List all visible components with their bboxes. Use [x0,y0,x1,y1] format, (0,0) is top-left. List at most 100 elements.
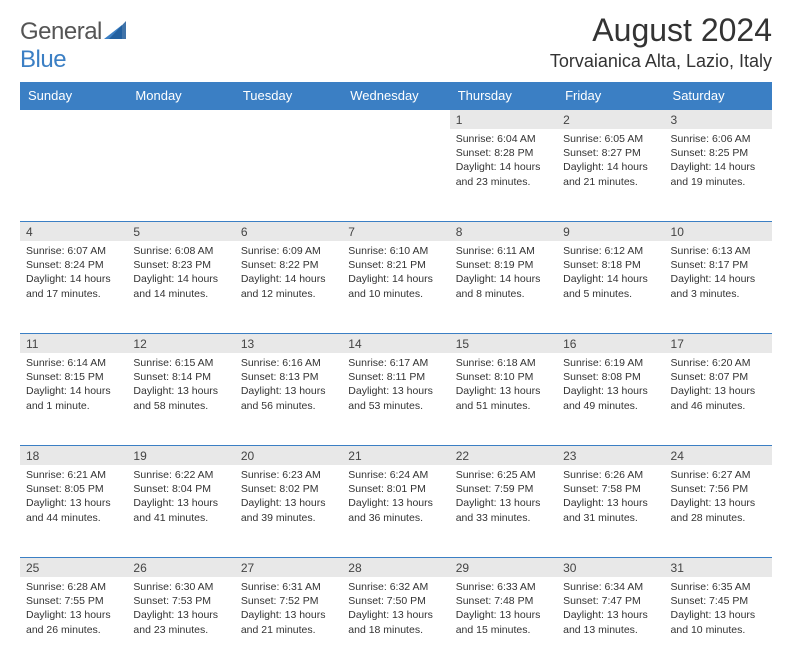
sunset-text: Sunset: 7:50 PM [348,594,443,608]
logo-text-blue: Blue [20,46,66,73]
sunset-text: Sunset: 8:10 PM [456,370,551,384]
day-number: 16 [557,333,664,353]
sunset-text: Sunset: 7:55 PM [26,594,121,608]
day-number: 13 [235,333,342,353]
sunset-text: Sunset: 8:25 PM [671,146,766,160]
day-cell: Sunrise: 6:04 AMSunset: 8:28 PMDaylight:… [450,129,557,221]
day-cell: Sunrise: 6:05 AMSunset: 8:27 PMDaylight:… [557,129,664,221]
day-number: 31 [665,557,772,577]
daylight-text: Daylight: 13 hours and 31 minutes. [563,496,658,524]
day-cell: Sunrise: 6:24 AMSunset: 8:01 PMDaylight:… [342,465,449,557]
sunset-text: Sunset: 8:14 PM [133,370,228,384]
day-number: 30 [557,557,664,577]
day-cell: Sunrise: 6:34 AMSunset: 7:47 PMDaylight:… [557,577,664,669]
sunrise-text: Sunrise: 6:27 AM [671,468,766,482]
daylight-text: Daylight: 13 hours and 41 minutes. [133,496,228,524]
day-details: Sunrise: 6:32 AMSunset: 7:50 PMDaylight:… [342,577,449,643]
daynum-row: 25262728293031 [20,557,772,577]
daylight-text: Daylight: 14 hours and 3 minutes. [671,272,766,300]
day-cell: Sunrise: 6:10 AMSunset: 8:21 PMDaylight:… [342,241,449,333]
day-number-cell: 3 [665,109,772,129]
sunrise-text: Sunrise: 6:09 AM [241,244,336,258]
sunrise-text: Sunrise: 6:33 AM [456,580,551,594]
day-number: 3 [665,109,772,129]
day-details: Sunrise: 6:13 AMSunset: 8:17 PMDaylight:… [665,241,772,307]
sunset-text: Sunset: 8:15 PM [26,370,121,384]
sunrise-text: Sunrise: 6:17 AM [348,356,443,370]
day-number-cell: 4 [20,221,127,241]
day-cell: Sunrise: 6:11 AMSunset: 8:19 PMDaylight:… [450,241,557,333]
day-cell: Sunrise: 6:18 AMSunset: 8:10 PMDaylight:… [450,353,557,445]
sunset-text: Sunset: 8:22 PM [241,258,336,272]
day-number: 10 [665,221,772,241]
day-number-cell: 1 [450,109,557,129]
day-cell: Sunrise: 6:26 AMSunset: 7:58 PMDaylight:… [557,465,664,557]
daylight-text: Daylight: 13 hours and 18 minutes. [348,608,443,636]
day-number-cell: 6 [235,221,342,241]
daylight-text: Daylight: 14 hours and 21 minutes. [563,160,658,188]
day-number-cell: 12 [127,333,234,353]
day-details: Sunrise: 6:11 AMSunset: 8:19 PMDaylight:… [450,241,557,307]
sunrise-text: Sunrise: 6:24 AM [348,468,443,482]
day-number: 15 [450,333,557,353]
sunrise-text: Sunrise: 6:20 AM [671,356,766,370]
sunrise-text: Sunrise: 6:14 AM [26,356,121,370]
day-cell: Sunrise: 6:15 AMSunset: 8:14 PMDaylight:… [127,353,234,445]
day-number-cell: 7 [342,221,449,241]
logo-icon [104,18,126,46]
daylight-text: Daylight: 13 hours and 21 minutes. [241,608,336,636]
day-number: 21 [342,445,449,465]
daylight-text: Daylight: 14 hours and 23 minutes. [456,160,551,188]
day-cell: Sunrise: 6:31 AMSunset: 7:52 PMDaylight:… [235,577,342,669]
day-number-cell: 20 [235,445,342,465]
daynum-row: 45678910 [20,221,772,241]
sunrise-text: Sunrise: 6:32 AM [348,580,443,594]
sunset-text: Sunset: 8:02 PM [241,482,336,496]
sunset-text: Sunset: 8:11 PM [348,370,443,384]
day-number-cell: 18 [20,445,127,465]
weekday-header: Friday [557,82,664,109]
day-number-cell: 9 [557,221,664,241]
calendar: Sunday Monday Tuesday Wednesday Thursday… [20,82,772,669]
day-number: 25 [20,557,127,577]
day-number-cell: 5 [127,221,234,241]
day-cell: Sunrise: 6:25 AMSunset: 7:59 PMDaylight:… [450,465,557,557]
day-number-cell: 31 [665,557,772,577]
day-cell: Sunrise: 6:21 AMSunset: 8:05 PMDaylight:… [20,465,127,557]
title-block: August 2024 Torvaianica Alta, Lazio, Ita… [550,12,772,72]
sunset-text: Sunset: 8:07 PM [671,370,766,384]
day-number: 26 [127,557,234,577]
sunrise-text: Sunrise: 6:19 AM [563,356,658,370]
day-cell: Sunrise: 6:06 AMSunset: 8:25 PMDaylight:… [665,129,772,221]
day-number: 14 [342,333,449,353]
day-number: 28 [342,557,449,577]
day-number: 6 [235,221,342,241]
day-cell: Sunrise: 6:16 AMSunset: 8:13 PMDaylight:… [235,353,342,445]
daylight-text: Daylight: 13 hours and 13 minutes. [563,608,658,636]
sunset-text: Sunset: 7:47 PM [563,594,658,608]
daylight-text: Daylight: 13 hours and 51 minutes. [456,384,551,412]
day-number: 8 [450,221,557,241]
daylight-text: Daylight: 14 hours and 10 minutes. [348,272,443,300]
day-cell [342,129,449,221]
day-number-cell: 10 [665,221,772,241]
day-details: Sunrise: 6:16 AMSunset: 8:13 PMDaylight:… [235,353,342,419]
day-details: Sunrise: 6:27 AMSunset: 7:56 PMDaylight:… [665,465,772,531]
weekday-header: Wednesday [342,82,449,109]
day-number: 23 [557,445,664,465]
day-number-cell: 15 [450,333,557,353]
daylight-text: Daylight: 13 hours and 39 minutes. [241,496,336,524]
day-details: Sunrise: 6:21 AMSunset: 8:05 PMDaylight:… [20,465,127,531]
day-number-cell: 19 [127,445,234,465]
weekday-header: Sunday [20,82,127,109]
sunrise-text: Sunrise: 6:34 AM [563,580,658,594]
day-cell: Sunrise: 6:20 AMSunset: 8:07 PMDaylight:… [665,353,772,445]
daylight-text: Daylight: 13 hours and 58 minutes. [133,384,228,412]
day-number-cell: 8 [450,221,557,241]
weekday-header: Monday [127,82,234,109]
sunset-text: Sunset: 8:04 PM [133,482,228,496]
day-number-cell: 11 [20,333,127,353]
weekday-header: Thursday [450,82,557,109]
day-cell: Sunrise: 6:35 AMSunset: 7:45 PMDaylight:… [665,577,772,669]
day-number: 9 [557,221,664,241]
